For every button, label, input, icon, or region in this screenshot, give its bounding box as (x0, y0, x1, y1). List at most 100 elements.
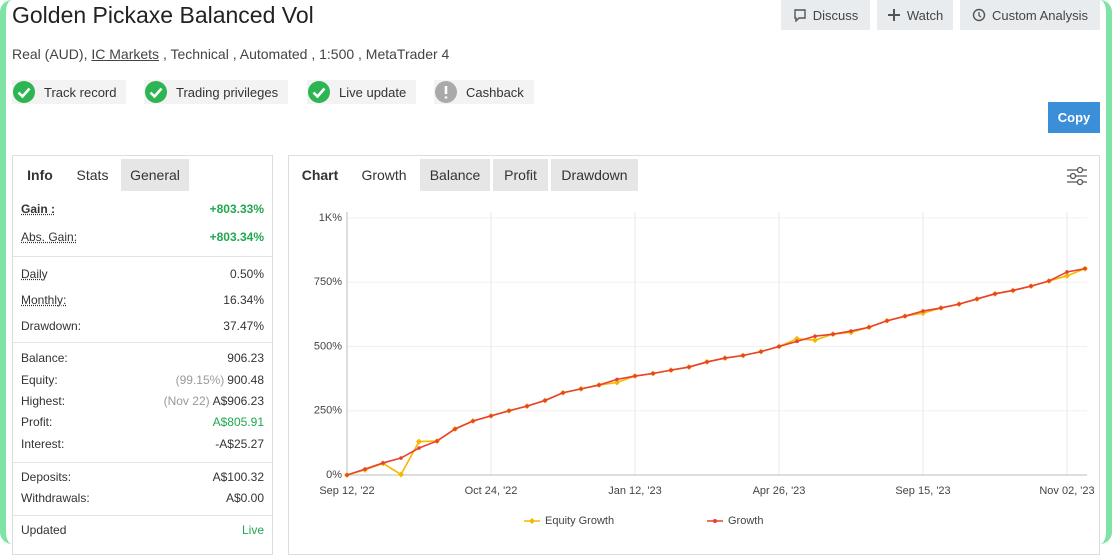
point (903, 314, 907, 318)
point (1029, 284, 1033, 288)
watch-button[interactable]: Watch (877, 0, 953, 30)
stat-value: A$906.23 (212, 394, 264, 408)
point (831, 332, 835, 336)
stat-label: Updated (21, 523, 67, 537)
point (867, 325, 871, 330)
point (812, 337, 818, 344)
settings-icon[interactable] (1065, 164, 1089, 188)
stat-row: Withdrawals: A$0.00 (21, 488, 264, 508)
separator (13, 342, 272, 343)
point (723, 356, 727, 360)
button-label: Watch (906, 7, 944, 23)
stat-row: Highest: (Nov 22) A$906.23 (21, 391, 264, 411)
point (525, 404, 529, 408)
point (543, 398, 547, 403)
stat-value: 16.34% (223, 293, 264, 307)
stat-row: Profit: A$805.91 (21, 412, 264, 432)
stats-panel: Info Stats General Gain : +803.33% Abs. Gain:… (12, 155, 273, 555)
point (1011, 288, 1015, 293)
stat-label: Withdrawals: (21, 491, 90, 505)
stat-value: 906.23 (227, 351, 264, 365)
stat-value: +803.33% (209, 202, 264, 216)
badge: Track record (12, 80, 127, 104)
x-tick-label: Sep 12, '22 (319, 485, 374, 497)
point (813, 334, 817, 339)
separator (13, 515, 272, 516)
chart-tab[interactable]: Drawdown (551, 159, 638, 191)
stat-label: Balance: (21, 351, 68, 365)
stat-value: -A$25.27 (215, 437, 264, 451)
point (614, 379, 620, 386)
stat-label: Deposits: (21, 470, 72, 484)
stat-value: +803.34% (209, 230, 264, 244)
point (417, 446, 421, 450)
x-tick-label: Oct 24, '22 (465, 485, 518, 497)
tab[interactable]: General (121, 159, 189, 191)
point (398, 471, 404, 478)
stat-label: Daily (21, 267, 48, 281)
point (471, 419, 475, 423)
stat-row: Monthly: 16.34% (21, 290, 264, 310)
point (957, 302, 961, 306)
stat-note: (Nov 22) (163, 394, 210, 408)
point (363, 467, 367, 471)
stat-value: A$0.00 (225, 491, 264, 505)
stat-label: Equity: (21, 373, 58, 387)
stat-value: Live (241, 523, 264, 537)
point (345, 473, 349, 477)
point (507, 408, 511, 413)
separator (13, 462, 272, 463)
legend-label: Growth (728, 515, 763, 527)
point (687, 365, 691, 369)
stat-row: Gain : +803.33% (21, 199, 264, 219)
badge-label: Trading privileges (176, 84, 279, 100)
badge: Trading privileges (144, 80, 289, 104)
tab[interactable]: Info (15, 159, 65, 191)
copy-button[interactable]: Copy (1048, 102, 1100, 133)
x-tick-label: Jan 12, '23 (608, 485, 661, 497)
tab[interactable]: Stats (66, 159, 119, 191)
point (399, 456, 403, 460)
point (489, 414, 493, 418)
point (615, 377, 619, 382)
stat-value: 37.47% (223, 319, 264, 333)
stat-value: A$805.91 (212, 415, 264, 429)
stat-value: A$100.32 (212, 470, 264, 484)
stat-row: Updated Live (21, 520, 264, 540)
custom-analysis-button[interactable]: Custom Analysis (960, 0, 1100, 30)
stat-label: Interest: (21, 437, 65, 451)
button-label: Custom Analysis (991, 7, 1089, 23)
point (849, 329, 853, 333)
badge-label: Track record (44, 84, 117, 100)
icon (887, 9, 900, 21)
badge-icon (145, 81, 167, 103)
point (795, 339, 799, 344)
point (921, 309, 925, 313)
legend-label: Equity Growth (545, 515, 614, 527)
chart-tab[interactable]: Growth (351, 159, 417, 191)
stat-label: Abs. Gain: (21, 230, 78, 244)
discuss-button[interactable]: Discuss (781, 0, 870, 30)
series-line (346, 267, 1086, 476)
point (669, 368, 673, 372)
stat-label: Drawdown: (21, 319, 82, 333)
chart-panel: 0% 250% 500% 750% 1K% Sep 12, '22 Oct 24, '22 J… (288, 155, 1100, 555)
badge: Live update (307, 80, 417, 104)
y-tick-label: 0% (326, 469, 342, 481)
icon (794, 9, 806, 22)
broker-link[interactable]: IC Markets (91, 46, 160, 62)
separator (13, 256, 272, 257)
point (435, 439, 439, 443)
legend-marker (529, 518, 535, 524)
chart-tab[interactable]: Balance (420, 159, 490, 191)
stat-label: Profit: (21, 415, 53, 429)
chart-tab[interactable]: Profit (493, 159, 548, 191)
chart-tab[interactable]: Chart (291, 159, 349, 191)
stat-label: Monthly: (21, 293, 67, 307)
y-tick-label: 250% (314, 405, 342, 417)
point (651, 371, 655, 376)
point (885, 319, 889, 323)
point (453, 427, 457, 431)
point (561, 390, 565, 395)
